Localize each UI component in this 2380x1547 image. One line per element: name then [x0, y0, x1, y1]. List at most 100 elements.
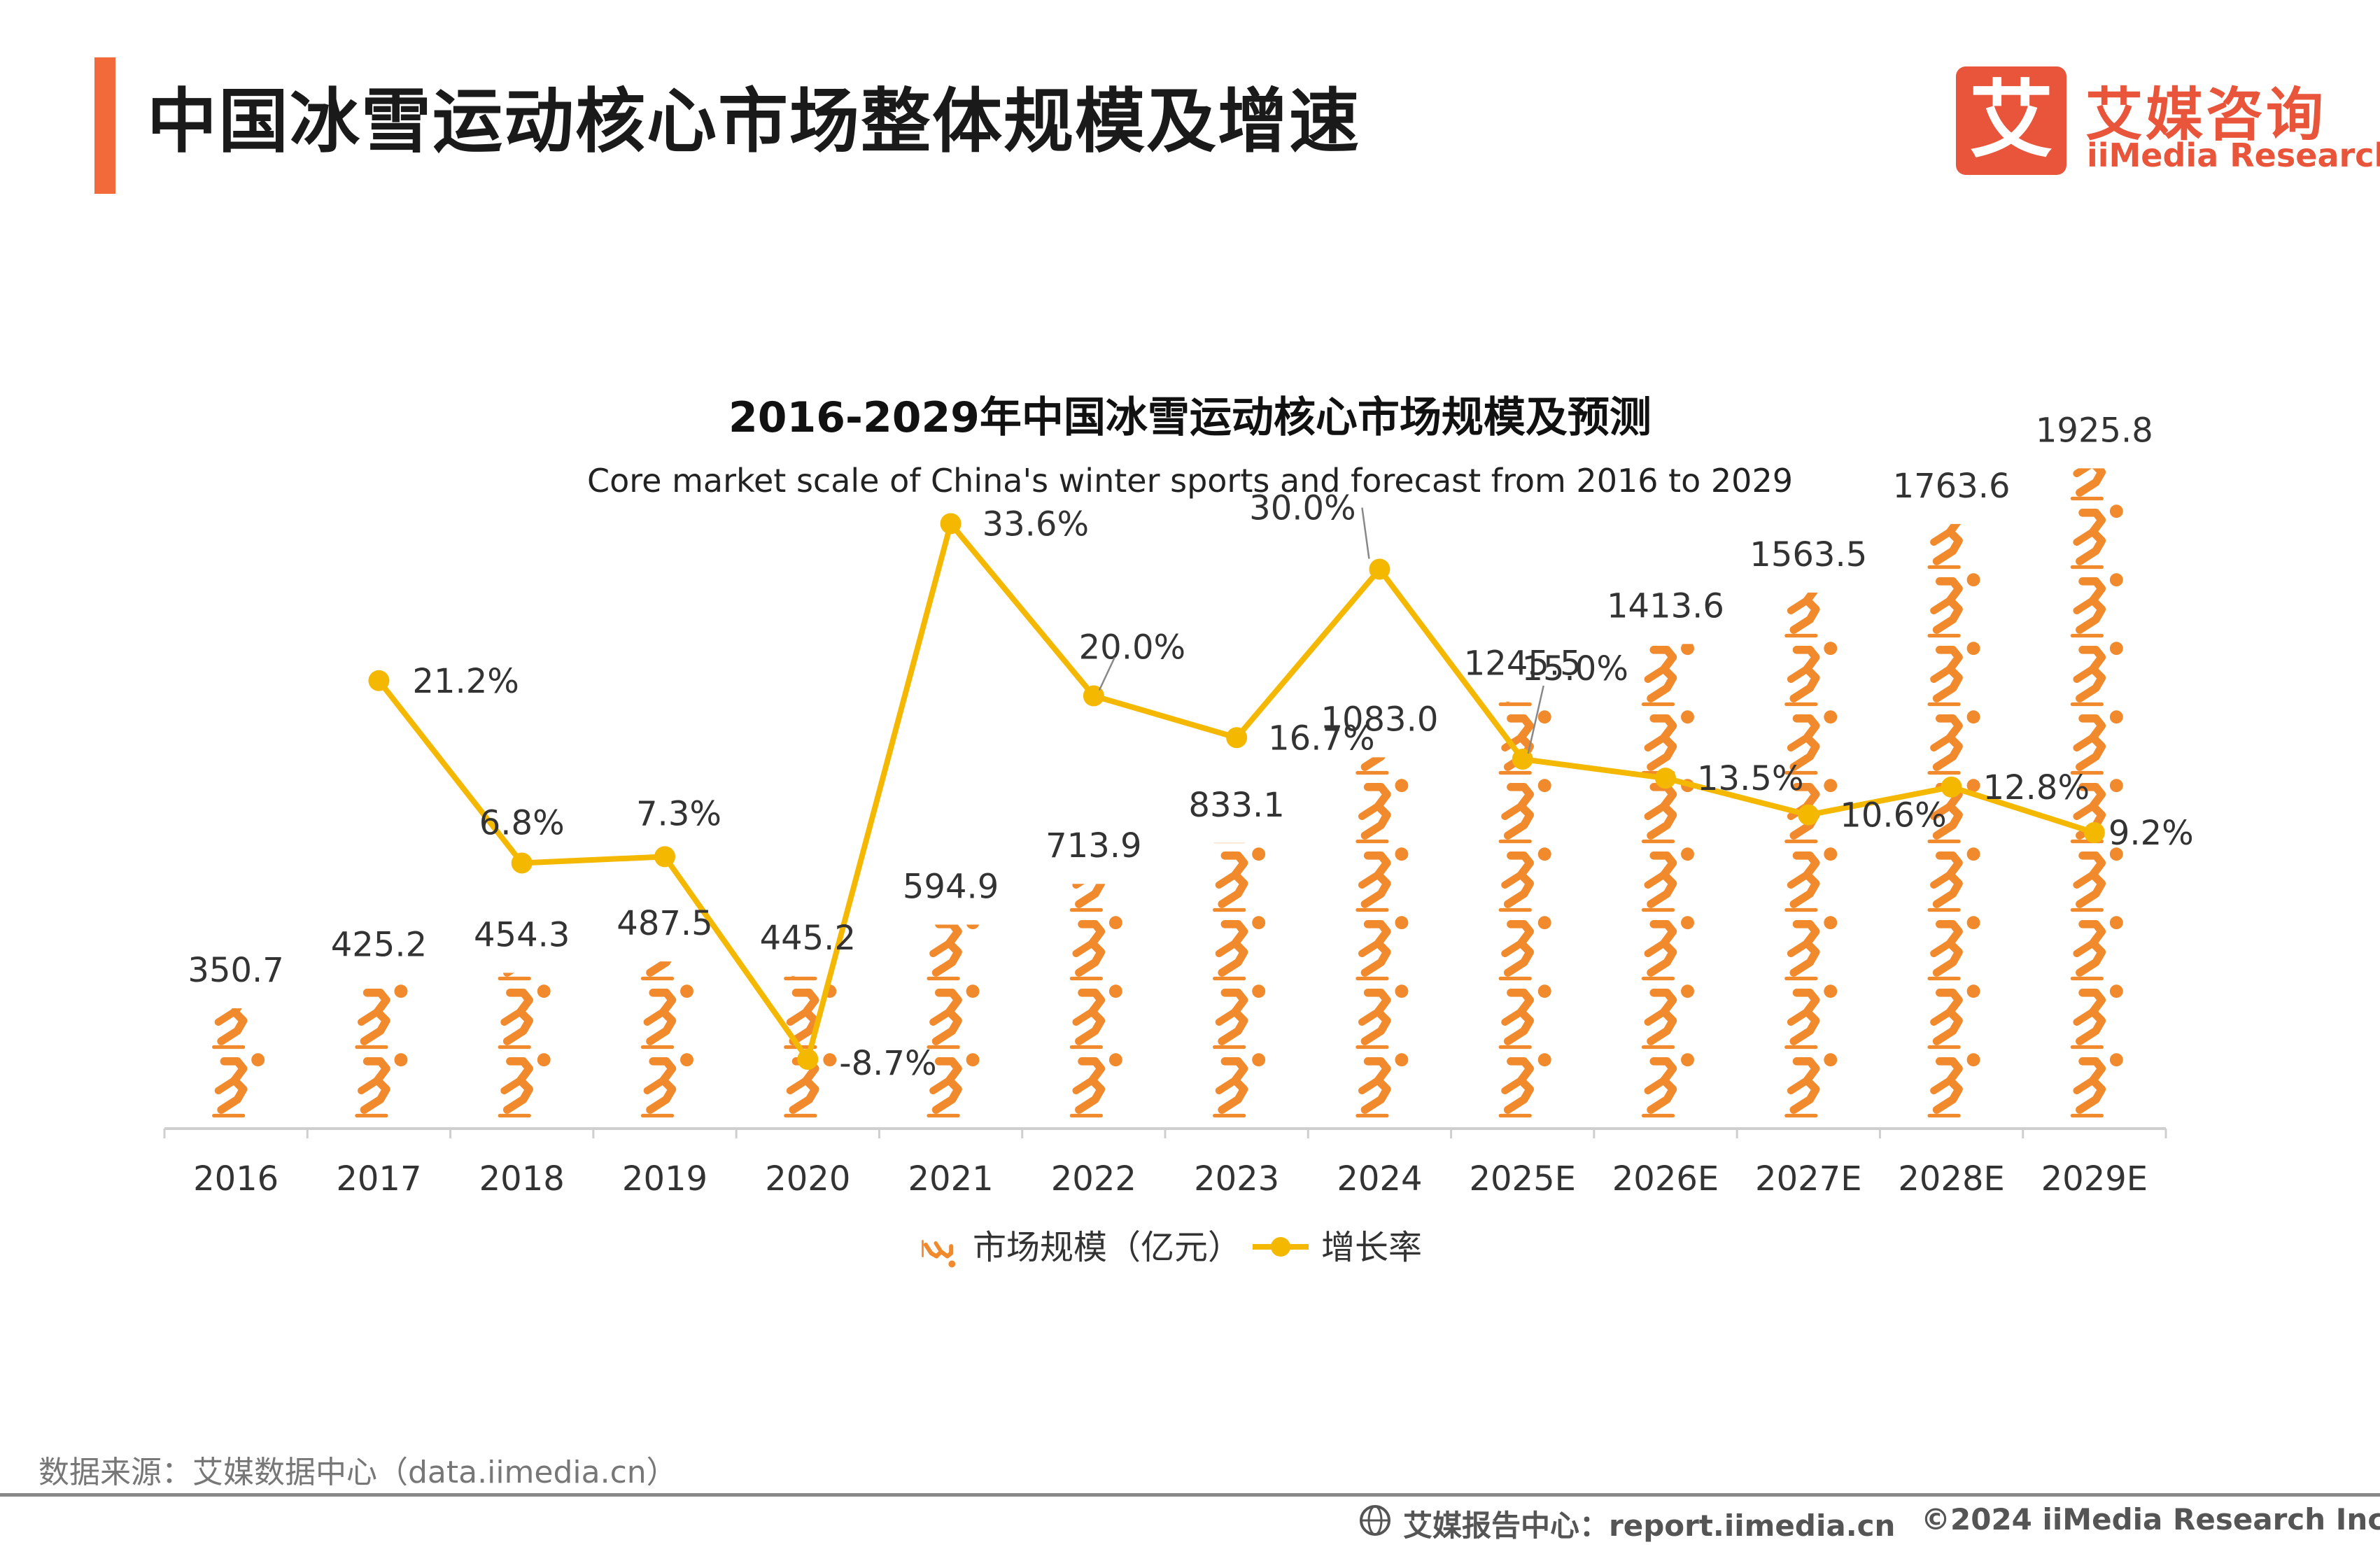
skater-icon: [1929, 504, 1980, 567]
growth-value-label: 6.8%: [479, 803, 565, 842]
skater-icon: [2072, 642, 2122, 704]
skater-icon: [1787, 847, 1837, 910]
skater-icon: [1787, 984, 1837, 1047]
skater-icon: [1358, 847, 1408, 910]
skater-icon: [2072, 984, 2122, 1047]
x-tick-label: 2018: [479, 1159, 565, 1199]
bar-value-label: 350.7: [188, 951, 283, 990]
skater-icon: [1644, 847, 1694, 910]
skater-icon: [929, 916, 979, 978]
legend-skater-icon: [923, 1241, 956, 1268]
chart: 2016 2017 2018 2019 2020 2021 2022 2023 2024 2025…: [163, 411, 2194, 1329]
x-tick-label: 2024: [1337, 1159, 1422, 1199]
bar-value-label: 1083.0: [1321, 700, 1438, 739]
growth-point-2024: [1369, 558, 1390, 580]
title-accent-bar: [94, 57, 115, 194]
growth-point-2022: [1083, 685, 1104, 707]
bar-value-label: 1763.6: [1893, 467, 2011, 506]
x-tick-label: 2023: [1194, 1159, 1279, 1199]
skater-icon: [1929, 916, 1980, 978]
label-leader-line: [1361, 507, 1370, 559]
growth-value-label: 20.0%: [1079, 628, 1185, 667]
bar-2027E: [1787, 573, 1837, 1115]
growth-value-label: 7.3%: [636, 794, 721, 833]
growth-point-2021: [940, 513, 962, 535]
skater-icon: [1500, 1053, 1551, 1115]
skater-icon: [214, 984, 265, 1047]
legend-label-growth: 增长率: [1321, 1228, 1422, 1267]
skater-icon: [1215, 1053, 1265, 1115]
report-center[interactable]: 艾媒报告中心：report.iimedia.cn: [1403, 1509, 1896, 1543]
skater-icon: [2072, 573, 2122, 635]
skater-icon: [1787, 642, 1837, 704]
x-tick-label: 2022: [1051, 1159, 1136, 1199]
skater-icon: [500, 1053, 550, 1115]
skater-icon: [1929, 984, 1980, 1047]
skater-icon: [1929, 710, 1980, 772]
copyright: ©2024 iiMedia Research Inc: [1921, 1502, 2380, 1537]
growth-point-2028E: [1941, 776, 1962, 798]
x-tick-label: 2026E: [1612, 1159, 1719, 1199]
skater-icon: [1358, 916, 1408, 978]
skater-icon: [1929, 642, 1980, 704]
x-tick-label: 2019: [622, 1159, 707, 1199]
skater-icon: [1500, 916, 1551, 978]
growth-value-label: 16.7%: [1268, 719, 1374, 758]
bar-2023: [1215, 779, 1265, 1115]
skater-icon: [1358, 984, 1408, 1047]
x-tick-label: 2027E: [1755, 1159, 1861, 1199]
x-tick-label: 2020: [765, 1159, 850, 1199]
data-source: 数据来源：艾媒数据中心（data.iimedia.cn）: [38, 1455, 677, 1490]
bar-value-label: 1925.8: [2036, 411, 2153, 450]
footer-divider: [0, 1493, 2380, 1497]
growth-value-label: 21.2%: [412, 662, 519, 701]
brand-logo: 艾 艾媒咨询 iiMedia Research: [1956, 66, 2380, 178]
skater-icon: [500, 984, 550, 1047]
growth-point-2020: [797, 1049, 819, 1070]
bar-value-label: 445.2: [760, 919, 856, 958]
bar-value-label: 713.9: [1045, 826, 1141, 866]
skater-icon: [1644, 1053, 1694, 1115]
growth-point-2023: [1226, 727, 1248, 749]
label-leader-line: [1098, 657, 1115, 691]
bar-2016: [214, 984, 265, 1115]
skater-icon: [1500, 984, 1551, 1047]
x-tick-label: 2029E: [2041, 1159, 2148, 1199]
globe-icon: [1360, 1505, 1390, 1536]
skater-icon: [1644, 779, 1694, 841]
skater-icon: [1071, 916, 1122, 978]
skater-icon: [1500, 847, 1551, 910]
skater-icon: [1787, 916, 1837, 978]
bar-value-label: 594.9: [903, 867, 999, 906]
chart-title: 2016-2029年中国冰雪运动核心市场规模及预测: [728, 393, 1652, 442]
skater-icon: [1787, 573, 1837, 635]
x-tick-label: 2025E: [1469, 1159, 1575, 1199]
growth-value-label: 12.8%: [1983, 768, 2090, 807]
skater-icon: [1215, 984, 1265, 1047]
bar-value-label: 425.2: [331, 926, 427, 965]
skater-icon: [1358, 1053, 1408, 1115]
skater-icon: [1071, 1053, 1122, 1115]
brand-name-cn: 艾媒咨询: [2085, 82, 2327, 148]
skater-icon: [357, 1053, 407, 1115]
growth-value-label: 33.6%: [983, 504, 1089, 544]
skater-icon: [1215, 847, 1265, 910]
skater-icon: [1215, 916, 1265, 978]
growth-point-2029E: [2083, 822, 2105, 844]
brand-mark: 艾: [1956, 66, 2066, 175]
label-leader-line: [1527, 685, 1544, 754]
growth-value-label: 30.0%: [1249, 489, 1356, 528]
skater-icon: [643, 984, 693, 1047]
skater-icon: [214, 1053, 265, 1115]
skater-icon: [929, 984, 979, 1047]
skater-icon: [2072, 1053, 2122, 1115]
bar-value-label: 487.5: [617, 904, 712, 943]
skater-icon: [1787, 1053, 1837, 1115]
skater-icon: [1929, 847, 1980, 910]
growth-value-label: 10.6%: [1840, 796, 1946, 835]
skater-icon: [2072, 710, 2122, 772]
skater-icon: [2072, 916, 2122, 978]
x-tick-label: 2016: [193, 1159, 279, 1199]
bar-value-label: 1413.6: [1607, 586, 1724, 626]
growth-point-2017: [368, 670, 390, 691]
